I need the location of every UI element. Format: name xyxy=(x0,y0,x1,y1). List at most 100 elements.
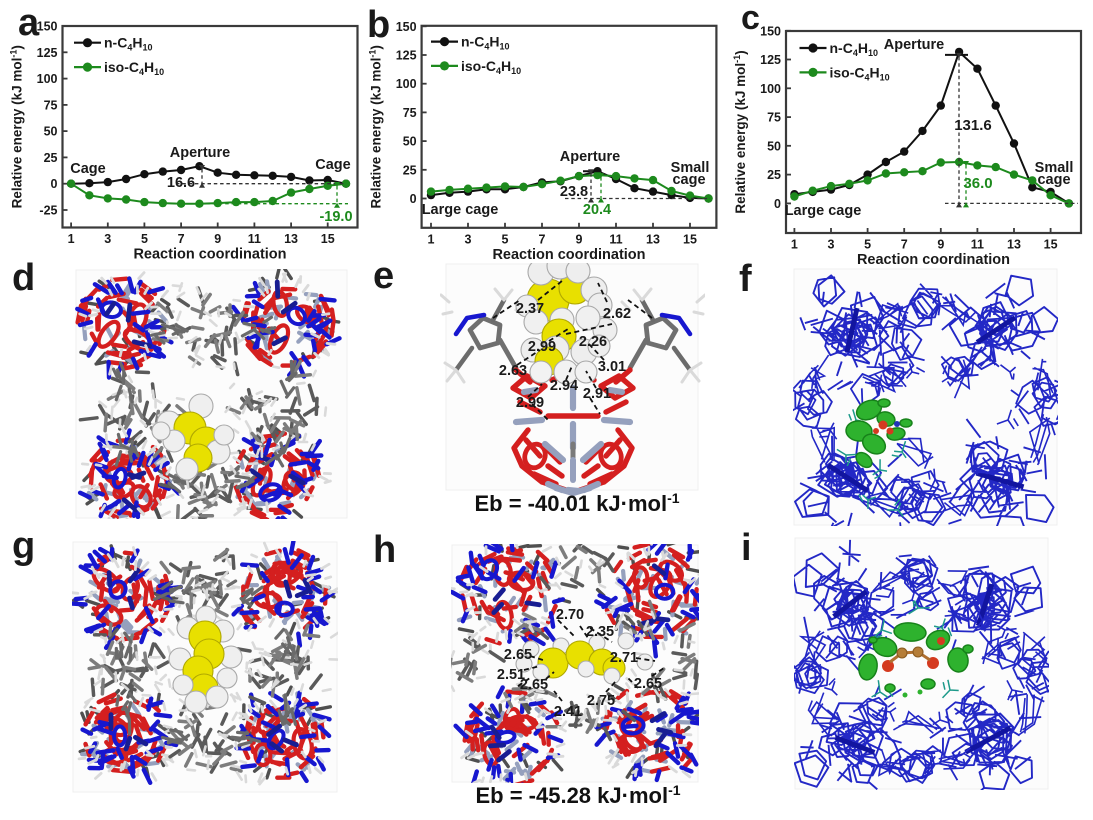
svg-text:5: 5 xyxy=(864,238,871,252)
svg-text:5: 5 xyxy=(502,232,509,246)
svg-text:Relative energy (kJ mol-1): Relative energy (kJ mol-1) xyxy=(368,45,384,208)
svg-text:c: c xyxy=(741,0,760,37)
svg-text:11: 11 xyxy=(248,232,261,246)
svg-text:11: 11 xyxy=(971,238,984,252)
svg-text:0: 0 xyxy=(410,192,417,206)
svg-text:2.65: 2.65 xyxy=(634,676,662,692)
svg-text:0: 0 xyxy=(51,177,58,191)
svg-text:g: g xyxy=(12,525,35,567)
svg-text:Large cage: Large cage xyxy=(785,203,862,219)
svg-text:3.01: 3.01 xyxy=(598,359,626,375)
svg-text:25: 25 xyxy=(44,151,58,165)
svg-text:1: 1 xyxy=(791,238,798,252)
svg-text:2.94: 2.94 xyxy=(550,378,578,394)
svg-text:n-C4H10: n-C4H10 xyxy=(461,34,509,52)
svg-text:23.8: 23.8 xyxy=(560,184,588,200)
svg-text:2.41: 2.41 xyxy=(554,704,582,720)
svg-text:e: e xyxy=(373,255,394,297)
svg-text:1: 1 xyxy=(428,232,435,246)
svg-text:150: 150 xyxy=(37,20,58,34)
svg-text:9: 9 xyxy=(576,232,583,246)
svg-text:3: 3 xyxy=(465,232,472,246)
svg-text:cage: cage xyxy=(672,172,705,188)
svg-text:15: 15 xyxy=(321,232,335,246)
svg-text:2.99: 2.99 xyxy=(516,395,544,411)
svg-text:d: d xyxy=(12,257,35,299)
svg-text:2.75: 2.75 xyxy=(587,693,615,709)
svg-text:75: 75 xyxy=(403,106,417,120)
svg-text:125: 125 xyxy=(396,49,417,63)
svg-text:0: 0 xyxy=(774,197,781,211)
svg-text:1: 1 xyxy=(68,232,75,246)
svg-text:Small: Small xyxy=(1035,160,1074,176)
svg-text:2.37: 2.37 xyxy=(516,301,544,317)
svg-text:a: a xyxy=(18,2,40,44)
svg-text:75: 75 xyxy=(767,111,781,125)
svg-text:9: 9 xyxy=(937,238,944,252)
svg-text:Small: Small xyxy=(671,160,710,176)
svg-text:n-C4H10: n-C4H10 xyxy=(830,40,878,58)
svg-text:2.63: 2.63 xyxy=(499,363,527,379)
svg-text:-19.0: -19.0 xyxy=(319,209,352,225)
svg-text:36.0: 36.0 xyxy=(963,175,992,192)
svg-text:-25: -25 xyxy=(39,203,57,217)
svg-text:Large cage: Large cage xyxy=(422,202,499,218)
svg-text:Aperture: Aperture xyxy=(560,149,620,165)
svg-text:15: 15 xyxy=(683,232,697,246)
svg-text:Reaction coordination: Reaction coordination xyxy=(857,252,1010,268)
svg-text:13: 13 xyxy=(284,232,298,246)
svg-text:3: 3 xyxy=(828,238,835,252)
svg-text:25: 25 xyxy=(403,163,417,177)
svg-text:100: 100 xyxy=(396,77,417,91)
svg-text:Aperture: Aperture xyxy=(170,145,230,161)
svg-text:Reaction coordination: Reaction coordination xyxy=(133,247,286,263)
svg-text:7: 7 xyxy=(539,232,546,246)
svg-text:2.62: 2.62 xyxy=(603,306,631,322)
svg-text:50: 50 xyxy=(403,135,417,149)
svg-text:125: 125 xyxy=(760,53,781,67)
svg-text:Cage: Cage xyxy=(315,157,350,173)
svg-text:n-C4H10: n-C4H10 xyxy=(104,35,152,53)
svg-text:2.99: 2.99 xyxy=(528,339,556,355)
svg-text:25: 25 xyxy=(767,168,781,182)
svg-text:50: 50 xyxy=(767,139,781,153)
svg-text:Aperture: Aperture xyxy=(884,37,944,53)
svg-text:Eb = -45.28 kJ·mol-1: Eb = -45.28 kJ·mol-1 xyxy=(475,782,680,808)
svg-text:i: i xyxy=(741,527,752,569)
svg-text:15: 15 xyxy=(1044,238,1058,252)
svg-text:Cage: Cage xyxy=(70,161,105,177)
svg-text:2.26: 2.26 xyxy=(579,334,607,350)
svg-text:b: b xyxy=(367,4,390,46)
svg-text:16.6: 16.6 xyxy=(167,175,195,191)
svg-text:7: 7 xyxy=(178,232,185,246)
svg-text:9: 9 xyxy=(214,232,221,246)
svg-text:2.91: 2.91 xyxy=(583,386,611,402)
svg-text:13: 13 xyxy=(1007,238,1021,252)
svg-text:20.4: 20.4 xyxy=(583,202,611,218)
svg-text:7: 7 xyxy=(901,238,908,252)
svg-text:2.51: 2.51 xyxy=(497,667,525,683)
svg-text:11: 11 xyxy=(609,232,622,246)
svg-text:5: 5 xyxy=(141,232,148,246)
svg-text:2.70: 2.70 xyxy=(556,607,584,623)
svg-text:2.35: 2.35 xyxy=(586,624,614,640)
svg-text:iso-C4H10: iso-C4H10 xyxy=(104,59,164,77)
svg-text:3: 3 xyxy=(104,232,111,246)
svg-text:Relative energy (kJ mol-1): Relative energy (kJ mol-1) xyxy=(9,45,25,208)
svg-text:iso-C4H10: iso-C4H10 xyxy=(461,58,521,76)
svg-text:Reaction coordination: Reaction coordination xyxy=(492,247,645,263)
svg-text:75: 75 xyxy=(44,98,58,112)
svg-text:50: 50 xyxy=(44,125,58,139)
svg-text:2.65: 2.65 xyxy=(520,677,548,693)
svg-text:h: h xyxy=(373,529,396,571)
svg-text:2.65: 2.65 xyxy=(504,647,532,663)
svg-text:100: 100 xyxy=(37,72,58,86)
svg-text:2.71: 2.71 xyxy=(610,650,638,666)
svg-text:125: 125 xyxy=(37,46,58,60)
svg-text:131.6: 131.6 xyxy=(954,117,992,134)
svg-text:100: 100 xyxy=(760,82,781,96)
svg-text:Eb = -40.01 kJ·mol-1: Eb = -40.01 kJ·mol-1 xyxy=(474,490,679,516)
svg-text:150: 150 xyxy=(760,24,781,38)
svg-text:150: 150 xyxy=(396,20,417,34)
svg-text:cage: cage xyxy=(1037,172,1070,188)
